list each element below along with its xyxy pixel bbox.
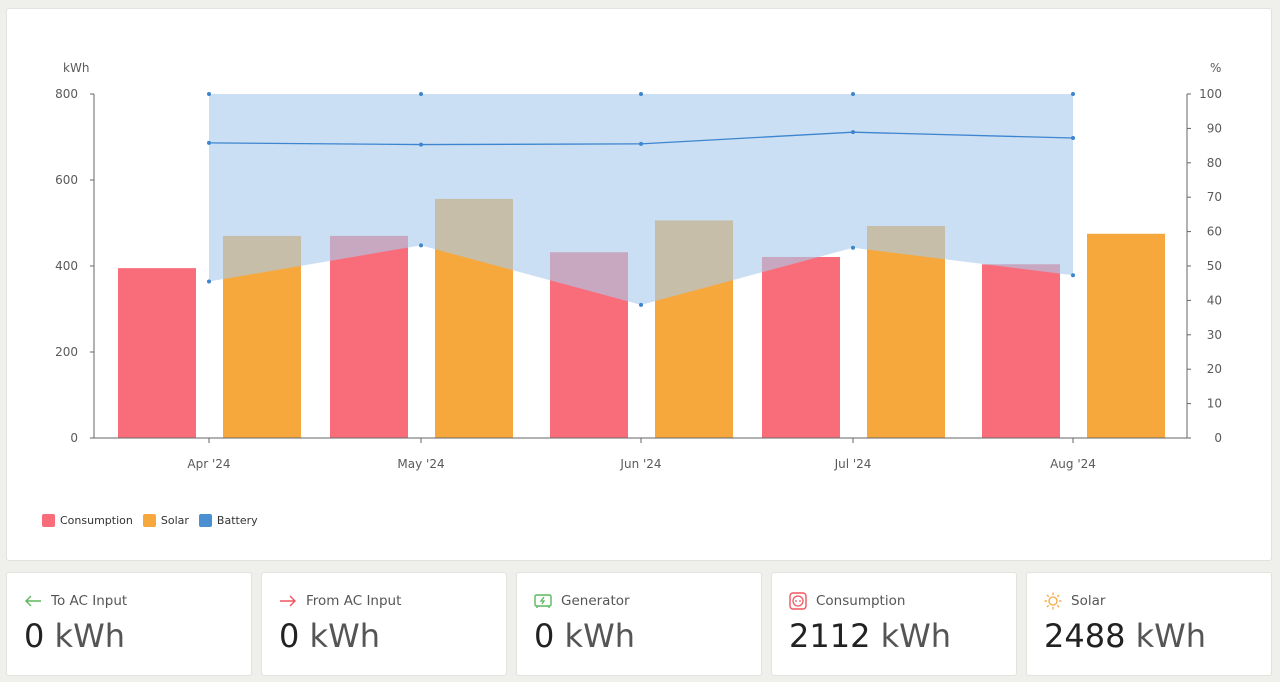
y-right-tick-label: 60: [1207, 225, 1222, 239]
bar-solar: [1087, 233, 1165, 438]
y-left-axis-label: kWh: [63, 61, 89, 75]
y-right-tick-label: 70: [1207, 190, 1222, 204]
battery-point-avg: [207, 140, 211, 145]
battery-point-max: [419, 92, 423, 96]
legend-swatch-solar: [142, 514, 156, 527]
legend-label-solar: Solar: [160, 514, 189, 527]
y-left-tick-label: 200: [55, 345, 78, 359]
stat-card-consumption: Consumption 2112 kWh: [771, 572, 1017, 676]
battery-point-avg: [639, 141, 643, 146]
y-right-tick-label: 100: [1199, 87, 1222, 101]
legend-label-consumption: Consumption: [60, 514, 133, 527]
arrow-left-icon: [23, 591, 43, 611]
y-right-tick-label: 50: [1207, 259, 1222, 273]
legend-swatch-battery: [198, 514, 212, 527]
generator-icon: [533, 591, 553, 611]
legend-label-battery: Battery: [216, 514, 258, 527]
battery-point-max: [639, 92, 643, 96]
stat-value: 0: [24, 617, 45, 655]
battery-point-avg: [851, 130, 855, 135]
battery-point-min: [639, 302, 643, 307]
stat-value: 0: [279, 617, 300, 655]
battery-point-max: [851, 92, 855, 96]
stat-unit: kWh: [309, 617, 380, 655]
y-right-tick-label: 90: [1207, 121, 1222, 135]
y-left-tick-label: 0: [70, 431, 78, 445]
battery-range-area: [209, 94, 1073, 305]
battery-point-min: [851, 245, 855, 250]
energy-chart: 0 200 400 600 800 0 10 20 30 40 50 60 70 80 90 100 Apr '…: [55, 61, 1222, 471]
y-right-tick-label: 40: [1207, 293, 1222, 307]
chart-legend: Consumption Solar Battery: [42, 514, 258, 527]
stat-card-to-ac-input: To AC Input 0 kWh: [6, 572, 252, 676]
stat-card-solar: Solar 2488 kWh: [1026, 572, 1272, 676]
stat-unit: kWh: [54, 617, 125, 655]
x-tick-label: Aug '24: [1050, 457, 1096, 471]
legend-swatch-consumption: [42, 514, 55, 527]
legend-item-consumption[interactable]: Consumption: [42, 514, 133, 527]
stat-unit: kWh: [564, 617, 635, 655]
stat-label: Generator: [561, 593, 630, 609]
stat-unit: kWh: [880, 617, 952, 655]
stat-card-generator: Generator 0 kWh: [516, 572, 762, 676]
legend-item-battery[interactable]: Battery: [198, 514, 258, 527]
stat-value: 2112: [789, 617, 871, 655]
stat-label: From AC Input: [306, 593, 402, 609]
stat-card-from-ac-input: From AC Input 0 kWh: [261, 572, 507, 676]
battery-point-max: [207, 92, 211, 96]
battery-point-min: [207, 279, 211, 284]
stat-unit: kWh: [1135, 617, 1207, 655]
battery-point-min: [1071, 273, 1075, 278]
stat-value: 2488: [1044, 617, 1126, 655]
stat-label: To AC Input: [51, 593, 128, 609]
y-left-tick-label: 600: [55, 173, 78, 187]
y-right-axis-label: %: [1210, 61, 1221, 75]
y-left-tick-label: 400: [55, 259, 78, 273]
bar-solar: [867, 226, 945, 438]
chart-card: 0 200 400 600 800 0 10 20 30 40 50 60 70 80 90 100 Apr '…: [6, 8, 1272, 561]
sun-icon: [1043, 591, 1063, 611]
bar-consumption: [762, 256, 840, 438]
bar-consumption: [330, 235, 408, 438]
y-right-tick-label: 0: [1214, 431, 1222, 445]
plug-icon: [788, 591, 808, 611]
y-right-tick-label: 30: [1207, 328, 1222, 342]
y-right-tick-label: 80: [1207, 156, 1222, 170]
y-right-tick-label: 10: [1207, 397, 1222, 411]
y-right-tick-label: 20: [1207, 362, 1222, 376]
battery-point-max: [1071, 92, 1075, 96]
bar-consumption: [118, 268, 196, 438]
x-tick-label: Jun '24: [619, 457, 661, 471]
battery-point-avg: [1071, 136, 1075, 141]
x-tick-label: Jul '24: [834, 457, 872, 471]
bar-consumption: [982, 264, 1060, 438]
stat-value: 0: [534, 617, 555, 655]
stat-label: Consumption: [816, 593, 906, 609]
battery-point-min: [419, 243, 423, 248]
x-tick-label: May '24: [397, 457, 444, 471]
x-tick-label: Apr '24: [187, 457, 230, 471]
stat-label: Solar: [1071, 593, 1106, 609]
y-left-tick-label: 800: [55, 87, 78, 101]
battery-point-avg: [419, 142, 423, 147]
arrow-right-icon: [278, 591, 298, 611]
legend-item-solar[interactable]: Solar: [142, 514, 189, 527]
